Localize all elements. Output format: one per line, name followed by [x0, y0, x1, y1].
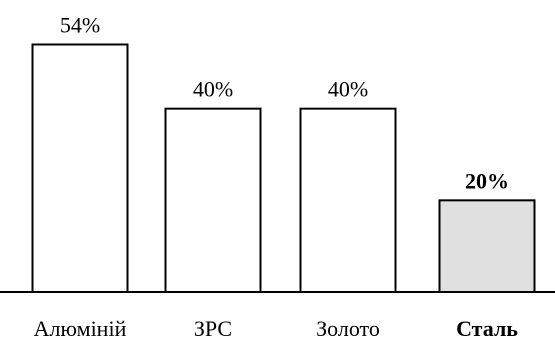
value-label-1: 54% [60, 13, 100, 38]
value-label-4: 20% [465, 168, 509, 193]
bars-group [31, 43, 536, 293]
bar-4 [438, 199, 536, 293]
category-label-4: Сталь [456, 316, 518, 341]
value-labels-group: 54% 40% 40% 20% [60, 13, 509, 194]
category-labels-group: Алюміній ЗРС Золото Сталь [34, 316, 519, 341]
category-label-2: ЗРС [194, 316, 232, 341]
bar-2 [164, 107, 262, 293]
bar-1 [31, 43, 129, 293]
bar-3 [299, 107, 397, 293]
category-label-1: Алюміній [34, 316, 127, 341]
value-label-3: 40% [328, 77, 368, 102]
value-label-2: 40% [193, 77, 233, 102]
category-label-3: Золото [316, 316, 380, 341]
